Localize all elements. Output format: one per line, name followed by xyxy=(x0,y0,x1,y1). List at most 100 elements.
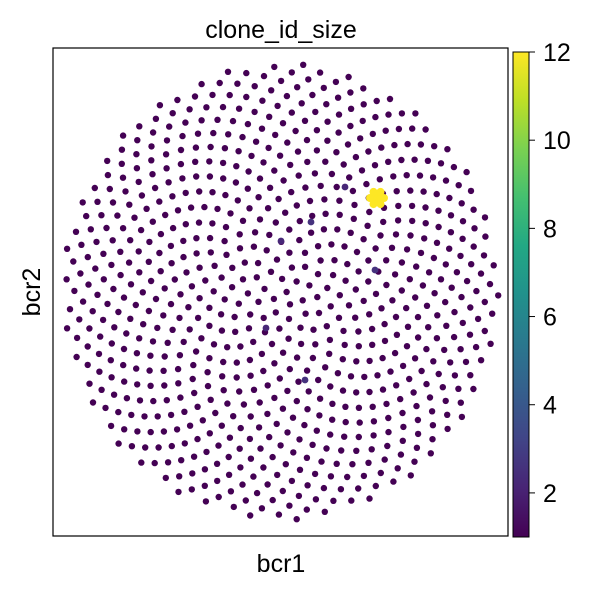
data-point xyxy=(247,311,254,318)
data-point xyxy=(381,456,388,463)
data-point xyxy=(258,505,266,512)
data-point xyxy=(327,303,334,310)
data-point xyxy=(312,108,319,116)
data-point xyxy=(221,237,228,245)
data-point xyxy=(417,141,425,148)
data-point xyxy=(390,173,397,180)
data-point xyxy=(410,389,417,396)
data-point xyxy=(257,445,264,452)
data-point xyxy=(334,226,341,233)
data-point xyxy=(245,168,252,175)
data-point xyxy=(290,449,297,456)
data-point xyxy=(328,170,336,178)
data-point xyxy=(160,312,167,319)
scatter-points xyxy=(63,61,502,523)
data-point xyxy=(320,226,328,233)
data-point xyxy=(372,482,379,490)
data-point xyxy=(188,283,196,290)
data-point xyxy=(286,365,293,373)
data-point xyxy=(374,372,381,379)
data-point xyxy=(145,258,152,265)
data-point xyxy=(309,354,317,362)
data-point xyxy=(392,313,400,321)
data-point xyxy=(333,149,340,156)
data-point xyxy=(301,249,309,256)
data-point xyxy=(355,328,362,335)
data-point xyxy=(365,278,372,285)
data-point xyxy=(450,163,458,171)
data-point xyxy=(332,78,340,86)
data-point xyxy=(193,250,200,257)
data-point xyxy=(236,388,243,395)
colorbar-tick-label: 4 xyxy=(543,392,557,420)
data-point xyxy=(329,416,336,423)
data-point xyxy=(177,160,185,168)
data-point xyxy=(157,230,165,238)
data-point xyxy=(444,425,451,433)
data-point xyxy=(288,264,296,271)
data-point xyxy=(177,146,185,154)
data-point xyxy=(204,382,212,390)
data-point xyxy=(349,461,356,468)
data-point xyxy=(135,248,142,255)
data-point xyxy=(114,212,121,219)
data-point xyxy=(317,182,324,190)
data-point xyxy=(433,335,441,342)
data-point xyxy=(237,424,244,432)
data-point xyxy=(288,477,296,485)
data-point xyxy=(175,380,182,387)
data-point xyxy=(236,245,244,252)
data-point xyxy=(278,275,286,283)
data-point xyxy=(355,404,363,411)
data-point xyxy=(226,91,233,99)
data-point xyxy=(219,103,227,111)
data-point xyxy=(201,466,209,473)
data-point xyxy=(206,158,213,165)
data-point xyxy=(151,459,158,467)
data-point xyxy=(314,270,322,278)
data-point xyxy=(264,410,271,418)
highlighted-point xyxy=(371,266,379,274)
data-point xyxy=(148,143,155,150)
data-point xyxy=(318,458,325,465)
data-point xyxy=(210,129,217,137)
data-point xyxy=(323,101,330,108)
data-point xyxy=(98,212,105,219)
data-point xyxy=(209,220,216,227)
data-point xyxy=(406,375,413,383)
data-point xyxy=(146,367,153,374)
data-point xyxy=(225,471,233,478)
data-point xyxy=(322,364,329,371)
data-point xyxy=(221,145,229,152)
data-point xyxy=(398,259,406,266)
data-point xyxy=(341,341,348,349)
data-point xyxy=(365,459,372,466)
highlighted-point xyxy=(262,324,270,332)
data-point xyxy=(457,346,464,353)
data-point xyxy=(320,84,327,92)
data-point xyxy=(122,188,129,195)
data-point xyxy=(495,292,502,299)
data-point xyxy=(196,188,203,195)
data-point xyxy=(302,310,309,317)
data-point xyxy=(369,403,376,410)
data-point xyxy=(263,247,270,254)
data-point xyxy=(266,433,273,441)
data-point xyxy=(244,120,252,128)
data-point xyxy=(173,426,181,433)
data-point xyxy=(437,276,445,283)
data-point xyxy=(269,496,276,504)
data-point xyxy=(206,430,213,437)
data-point xyxy=(237,464,244,471)
data-point xyxy=(253,274,260,281)
data-point xyxy=(468,261,475,268)
data-point xyxy=(180,338,187,346)
data-point xyxy=(280,177,287,184)
data-point xyxy=(255,298,262,305)
data-point xyxy=(467,304,474,311)
data-point xyxy=(451,308,458,316)
data-point xyxy=(340,161,347,168)
data-point xyxy=(77,270,84,277)
data-point xyxy=(224,400,231,407)
data-point xyxy=(259,97,266,104)
